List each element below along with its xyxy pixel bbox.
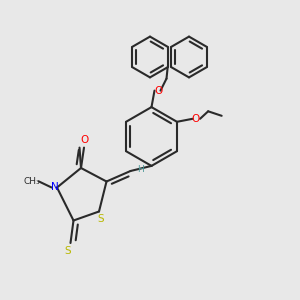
Text: S: S [97, 214, 104, 224]
Text: O: O [154, 85, 162, 96]
Text: CH₃: CH₃ [23, 177, 40, 186]
Text: N: N [51, 182, 58, 193]
Text: H: H [137, 165, 143, 174]
Text: O: O [191, 114, 200, 124]
Text: O: O [80, 135, 88, 145]
Text: S: S [64, 246, 71, 256]
